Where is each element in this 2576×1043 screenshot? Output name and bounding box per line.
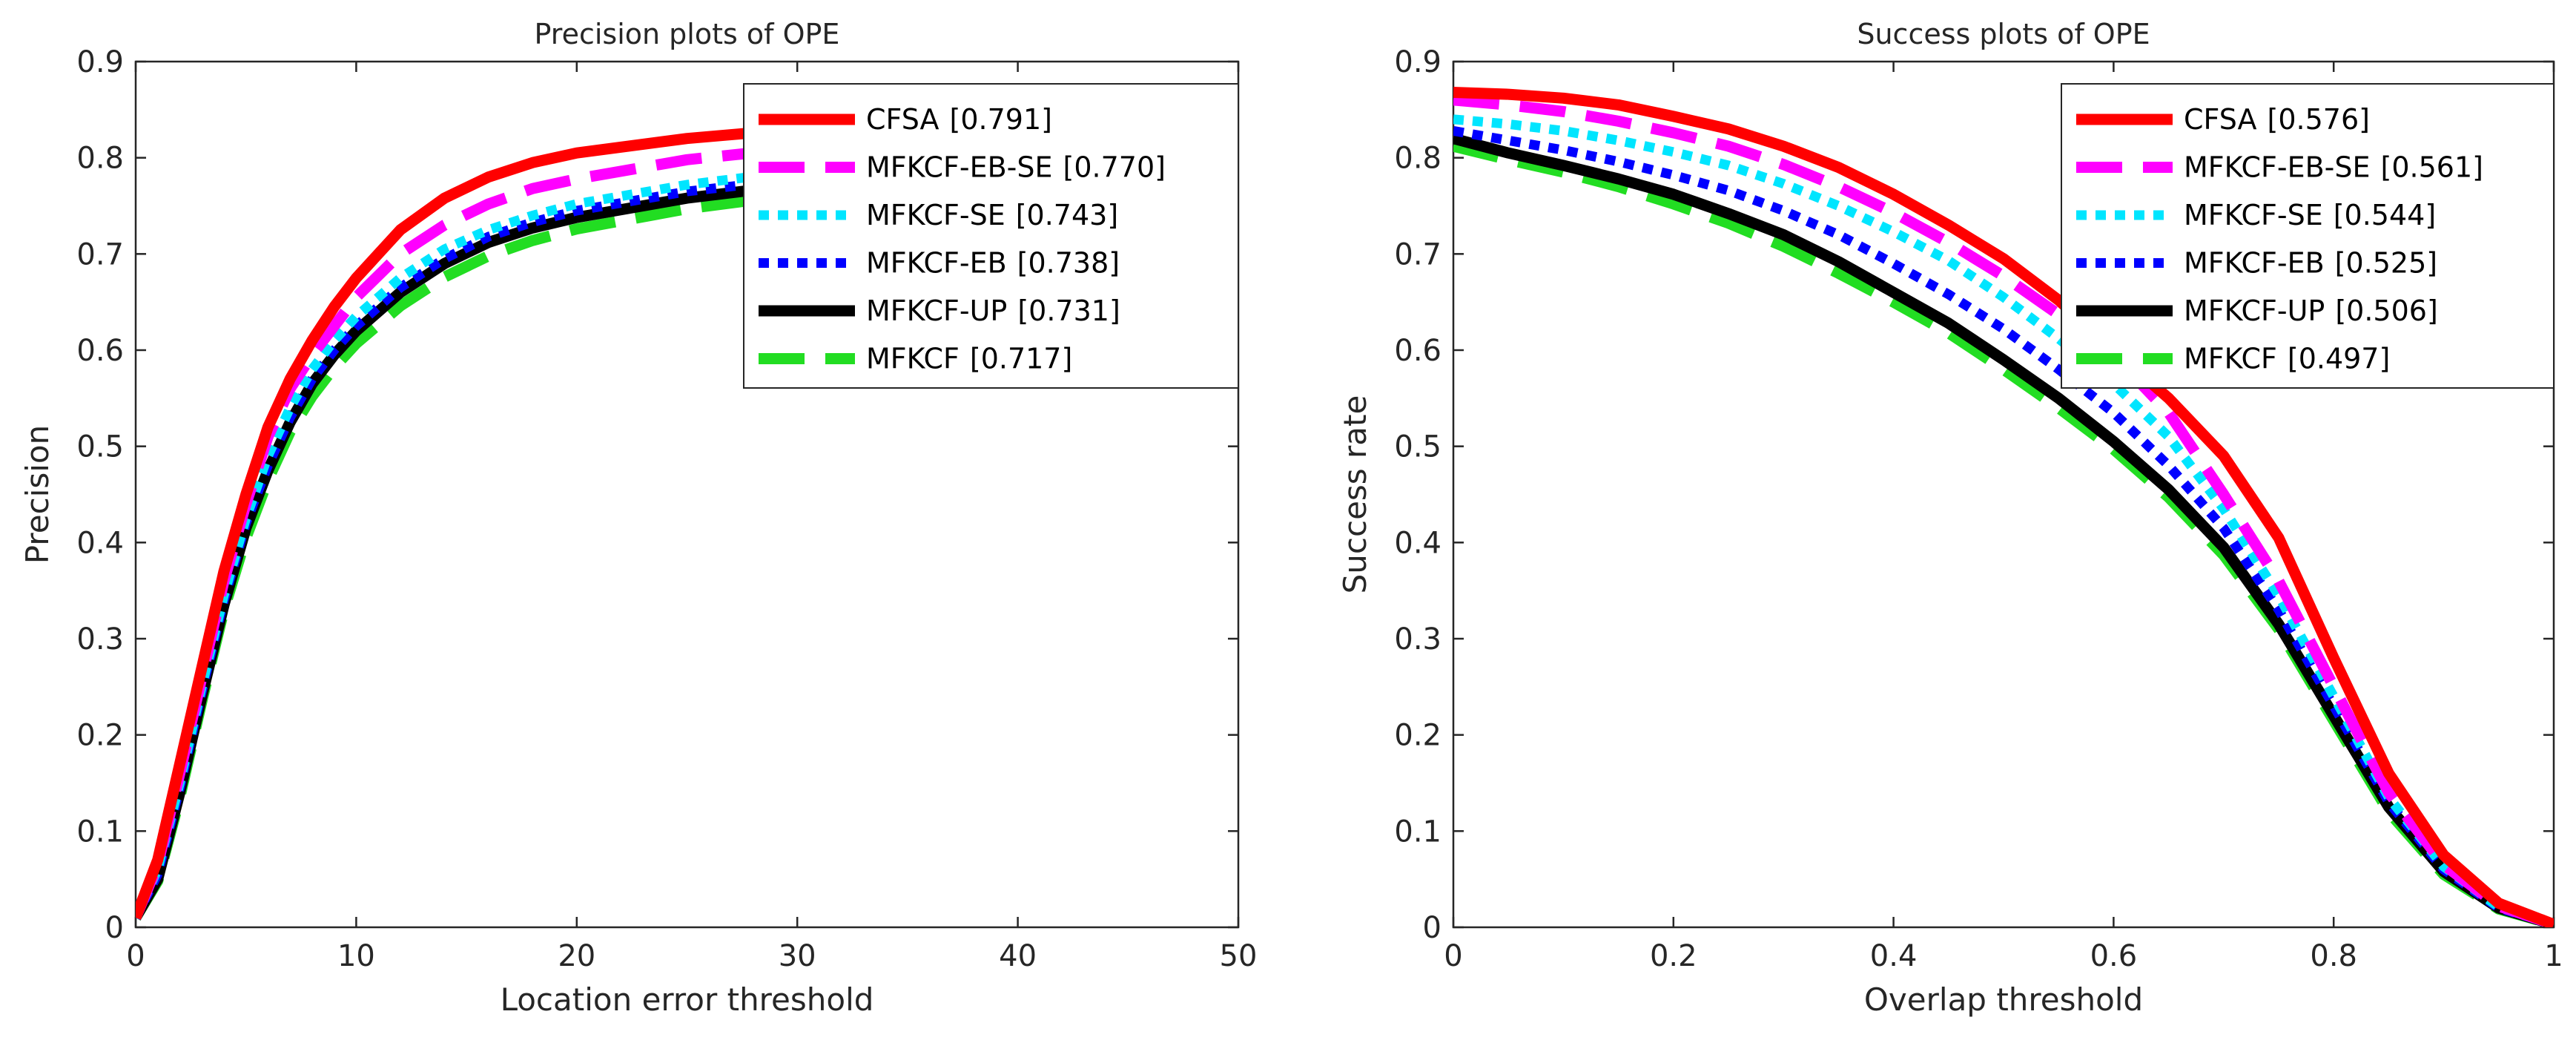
success-y-tick-label: 0.9	[1394, 45, 1441, 79]
success-y-tick-label: 0.1	[1394, 815, 1441, 849]
legend-series-name: MFKCF-EB	[2184, 247, 2325, 280]
success-legend-box	[2061, 83, 2554, 389]
legend-series-name: MFKCF-UP	[866, 295, 1007, 327]
precision-x-tick-label: 20	[558, 939, 595, 973]
legend-entry-mfkcf-eb: MFKCF-EB [0.738]	[866, 247, 1120, 280]
legend-entry-mfkcf-se: MFKCF-SE [0.544]	[2184, 199, 2436, 231]
legend-entry-cfsa: CFSA [0.576]	[2184, 103, 2370, 136]
precision-chart-title: Precision plots of OPE	[535, 18, 840, 50]
precision-y-axis-label: Precision	[19, 425, 56, 564]
legend-series-score: [0.544]	[2334, 199, 2436, 231]
legend-series-name: CFSA	[2184, 103, 2257, 136]
legend-series-score: [0.738]	[1017, 247, 1120, 280]
legend-series-name: MFKCF-SE	[2184, 199, 2323, 231]
legend-entry-mfkcf-up: MFKCF-UP [0.731]	[866, 295, 1120, 327]
precision-y-tick-label: 0.7	[76, 237, 124, 272]
precision-y-tick-label: 0.8	[76, 142, 124, 176]
precision-x-tick-label: 30	[779, 939, 816, 973]
series-line-cfsa	[1453, 87, 2554, 927]
legend-series-score: [0.770]	[1063, 151, 1166, 184]
success-y-tick-label: 0	[1423, 911, 1441, 945]
precision-x-tick-label: 40	[999, 939, 1037, 973]
success-y-tick-label: 0.8	[1394, 142, 1441, 176]
legend-entry-mfkcf-up: MFKCF-UP [0.506]	[2184, 295, 2438, 327]
legend-series-score: [0.561]	[2381, 151, 2483, 184]
precision-y-tick-label: 0.9	[76, 45, 124, 79]
precision-x-axis-label: Location error threshold	[501, 981, 874, 1018]
precision-y-tick-label: 0.2	[76, 719, 124, 753]
legend-entry-mfkcf: MFKCF [0.717]	[866, 343, 1072, 375]
precision-y-tick-label: 0.3	[76, 622, 124, 657]
precision-y-tick-label: 0.1	[76, 815, 124, 849]
legend-entry-mfkcf-eb-se: MFKCF-EB-SE [0.561]	[2184, 151, 2483, 184]
legend-entry-mfkcf: MFKCF [0.497]	[2184, 343, 2390, 375]
legend-series-name: MFKCF	[2184, 343, 2277, 375]
legend-entry-mfkcf-se: MFKCF-SE [0.743]	[866, 199, 1118, 231]
legend-series-name: MFKCF-UP	[2184, 295, 2325, 327]
precision-legend-box	[743, 83, 1239, 389]
legend-series-score: [0.731]	[1017, 295, 1120, 327]
success-x-tick-label: 0	[1444, 939, 1462, 973]
success-x-tick-label: 0.8	[2310, 939, 2357, 973]
legend-series-name: MFKCF-EB-SE	[2184, 151, 2371, 184]
precision-y-tick-label: 0	[105, 911, 124, 945]
precision-axes-box	[134, 60, 1240, 929]
legend-series-score: [0.576]	[2268, 103, 2370, 136]
series-line-mfkcf-se	[1453, 114, 2554, 927]
success-x-tick-label: 0.4	[1870, 939, 1918, 973]
legend-series-name: MFKCF-EB-SE	[866, 151, 1053, 184]
precision-y-tick-label: 0.5	[76, 430, 124, 464]
success-chart-title: Success plots of OPE	[1857, 18, 2150, 50]
success-axes-box	[1452, 60, 2555, 929]
precision-x-tick-label: 0	[126, 939, 145, 973]
legend-series-name: CFSA	[866, 103, 939, 136]
success-y-tick-label: 0.6	[1394, 334, 1441, 368]
success-x-tick-label: 1	[2544, 939, 2563, 973]
legend-entry-mfkcf-eb-se: MFKCF-EB-SE [0.770]	[866, 151, 1166, 184]
precision-y-tick-label: 0.6	[76, 334, 124, 368]
success-y-tick-label: 0.5	[1394, 430, 1441, 464]
legend-series-name: MFKCF-EB	[866, 247, 1007, 280]
success-y-tick-label: 0.3	[1394, 622, 1441, 657]
legend-series-name: MFKCF-SE	[866, 199, 1005, 231]
legend-series-score: [0.717]	[970, 343, 1072, 375]
legend-series-name: MFKCF	[866, 343, 960, 375]
success-legend: CFSA [0.576] MFKCF-EB-SE [0.561] MFKCF-SE [0.…	[2061, 83, 2554, 389]
success-y-tick-label: 0.2	[1394, 719, 1441, 753]
precision-legend: CFSA [0.791] MFKCF-EB-SE [0.770] MFKCF-SE [0.…	[743, 83, 1239, 389]
legend-series-score: [0.791]	[950, 103, 1052, 136]
success-y-tick-label: 0.4	[1394, 526, 1441, 560]
precision-x-tick-label: 10	[337, 939, 375, 973]
success-y-tick-label: 0.7	[1394, 237, 1441, 272]
precision-x-tick-label: 50	[1220, 939, 1258, 973]
legend-series-score: [0.506]	[2335, 295, 2437, 327]
legend-entry-mfkcf-eb: MFKCF-EB [0.525]	[2184, 247, 2437, 280]
success-x-axis-label: Overlap threshold	[1864, 981, 2143, 1018]
precision-y-tick-label: 0.4	[76, 526, 124, 560]
success-x-tick-label: 0.6	[2090, 939, 2138, 973]
success-series-group	[1453, 87, 2554, 927]
legend-entry-cfsa: CFSA [0.791]	[866, 103, 1052, 136]
legend-series-score: [0.525]	[2335, 247, 2437, 280]
success-x-tick-label: 0.2	[1650, 939, 1697, 973]
success-y-axis-label: Success rate	[1337, 395, 1373, 594]
precision-plot-panel: 0 10 20 30 40 50 0 0.1 0.2 0.3 0.4 0.5 0.6 0.7 0.8 0.9 P…	[19, 18, 1257, 1018]
legend-series-score: [0.497]	[2288, 343, 2390, 375]
success-plot-panel: 0 0.2 0.4 0.6 0.8 1 0 0.1 0.2 0.3 0.4 0.5 0.6 0.7 0.8 0…	[1337, 18, 2563, 1018]
legend-series-score: [0.743]	[1016, 199, 1118, 231]
